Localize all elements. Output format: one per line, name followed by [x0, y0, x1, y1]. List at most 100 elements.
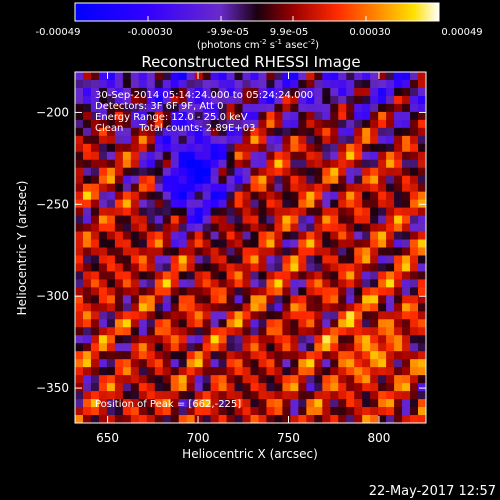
heatmap-cell [234, 391, 243, 400]
heatmap-cell [386, 375, 395, 384]
heatmap-cell [338, 279, 347, 288]
heatmap-cell [266, 415, 275, 423]
heatmap-cell [418, 79, 426, 89]
heatmap-cell [258, 95, 267, 105]
heatmap-cell [402, 303, 411, 312]
heatmap-cell [418, 359, 426, 368]
heatmap-cell [210, 367, 219, 376]
heatmap-cell [346, 319, 355, 328]
heatmap-cell [138, 127, 148, 137]
heatmap-cell [314, 359, 323, 368]
heatmap-cell [154, 271, 164, 280]
heatmap-cell [290, 319, 299, 328]
heatmap-cell [82, 247, 92, 256]
heatmap-cell [346, 375, 355, 384]
heatmap-cell [98, 279, 108, 288]
heatmap-cell [122, 343, 132, 352]
heatmap-cell [162, 295, 172, 304]
heatmap-cell [346, 343, 355, 352]
heatmap-cell [130, 183, 140, 193]
heatmap-cell [202, 119, 212, 129]
heatmap-cell [194, 72, 204, 81]
heatmap-cell [210, 159, 219, 169]
heatmap-cell [130, 167, 140, 177]
heatmap-cell [162, 231, 172, 240]
heatmap-cell [306, 415, 315, 423]
heatmap-cell [258, 72, 267, 81]
heatmap-cell [178, 303, 188, 312]
heatmap-cell [242, 87, 251, 97]
heatmap-cell [218, 167, 227, 177]
heatmap-cell [154, 367, 164, 376]
heatmap-cell [282, 327, 291, 336]
heatmap-cell [250, 199, 259, 209]
heatmap-cell [250, 191, 259, 201]
heatmap-cell [338, 159, 347, 169]
heatmap-cell [402, 391, 411, 400]
heatmap-cell [410, 247, 419, 256]
heatmap-cell [75, 327, 84, 336]
heatmap-cell [226, 247, 235, 256]
heatmap-cell [122, 367, 132, 376]
heatmap-cell [234, 143, 243, 153]
heatmap-cell [362, 143, 371, 153]
heatmap-cell [410, 231, 419, 240]
heatmap-cell [218, 127, 227, 137]
heatmap-cell [378, 383, 387, 392]
heatmap-cell [418, 271, 426, 280]
heatmap-cell [338, 287, 347, 296]
heatmap-cell [282, 407, 291, 416]
heatmap-cell [98, 247, 108, 256]
heatmap-cell [90, 279, 100, 288]
heatmap-cell [402, 319, 411, 328]
heatmap-cell [82, 399, 92, 408]
heatmap-cell [410, 375, 419, 384]
heatmap-cell [178, 351, 188, 360]
heatmap-cell [314, 183, 323, 193]
heatmap-cell [314, 255, 323, 264]
heatmap-cell [98, 295, 108, 304]
heatmap-cell [242, 367, 251, 376]
heatmap-cell [114, 359, 124, 368]
heatmap-cell [410, 167, 419, 177]
heatmap-cell [266, 367, 275, 376]
heatmap-cell [186, 79, 196, 89]
heatmap-cell [234, 263, 243, 272]
heatmap-cell [346, 263, 355, 272]
heatmap-cell [346, 247, 355, 256]
heatmap-cell [90, 359, 100, 368]
heatmap-cell [82, 72, 92, 81]
heatmap-cell [266, 191, 275, 201]
heatmap-cell [75, 127, 84, 137]
heatmap-cell [338, 103, 347, 113]
heatmap-cell [274, 72, 283, 81]
heatmap-cell [346, 135, 355, 145]
heatmap-cell [75, 103, 84, 113]
heatmap-cell [298, 383, 307, 392]
heatmap-cell [98, 255, 108, 264]
heatmap-cell [402, 95, 411, 105]
heatmap-cell [290, 239, 299, 248]
heatmap-cell [114, 287, 124, 296]
heatmap-cell [106, 279, 116, 288]
heatmap-cell [418, 335, 426, 344]
heatmap-cell [258, 311, 267, 320]
heatmap-cell [138, 255, 148, 264]
heatmap-cell [234, 159, 243, 169]
heatmap-cell [330, 95, 339, 105]
heatmap-cell [346, 231, 355, 240]
heatmap-cell [226, 391, 235, 400]
heatmap-cell [82, 263, 92, 272]
heatmap-cell [298, 119, 307, 129]
heatmap-cell [138, 95, 148, 105]
heatmap-cell [178, 255, 188, 264]
heatmap-cell [354, 407, 363, 416]
heatmap-cell [386, 127, 395, 137]
heatmap-cell [162, 111, 172, 121]
heatmap-cell [202, 303, 212, 312]
heatmap-cell [186, 343, 196, 352]
heatmap-cell [170, 255, 180, 264]
heatmap-cell [298, 367, 307, 376]
heatmap-cell [154, 191, 164, 201]
heatmap-cell [226, 191, 235, 201]
